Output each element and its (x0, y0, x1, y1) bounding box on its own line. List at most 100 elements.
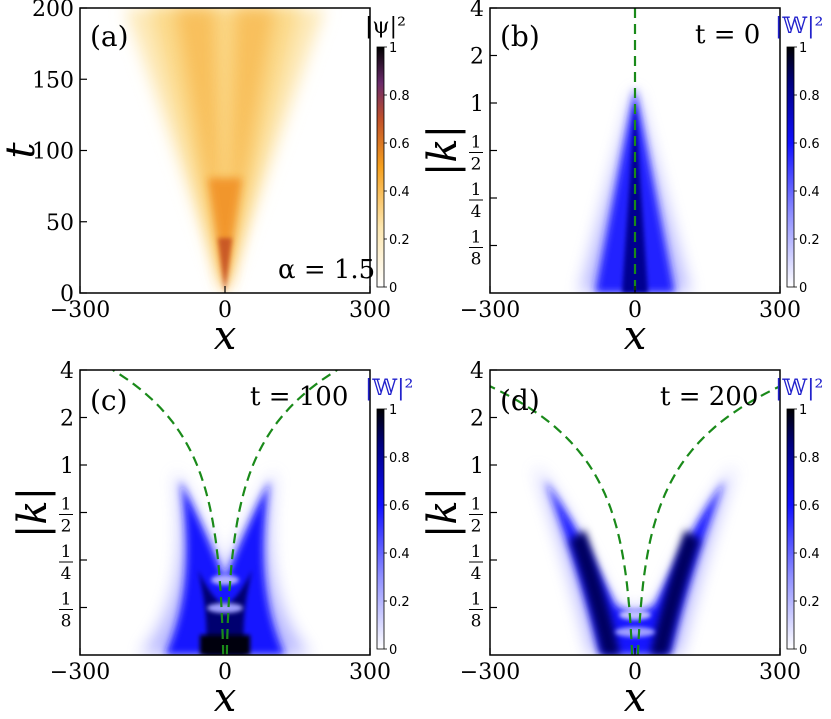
ytick-label-a: 100 (32, 140, 74, 165)
svg-text:1: 1 (471, 590, 482, 610)
colorbar-tick-c: 1 (389, 403, 397, 418)
xtick-label-a: 0 (218, 298, 232, 323)
ytick-label-a: 200 (32, 0, 74, 22)
ylabel-d: |k| (420, 487, 466, 538)
svg-text:1: 1 (471, 133, 482, 153)
colorbar-tick-a: 0.4 (389, 185, 410, 200)
colorbar-gradient-c (376, 408, 385, 650)
ytick-label-d: 18 (469, 590, 483, 632)
annotation-b: t = 0 (695, 20, 760, 50)
colorbar-b: 0 0.2 0.4 0.6 0.8 1 |𝕎|² (775, 14, 823, 296)
theory-curve-d (490, 385, 780, 655)
colorbar-label-a: |ψ|² (365, 14, 406, 39)
heatmap-a (80, 8, 370, 293)
colorbar-tick-b: 1 (799, 41, 807, 56)
heatmap-b (490, 8, 780, 293)
colorbar-tick-a: 0.6 (389, 137, 410, 152)
colorbar-tick-c: 0 (389, 643, 397, 658)
panel-label-d: (d) (500, 384, 540, 417)
theory-curve-c (112, 370, 338, 655)
annotation-a: α = 1.5 (278, 255, 375, 285)
xtick-label-d: −300 (460, 660, 520, 685)
svg-text:2: 2 (471, 155, 482, 175)
xtick-label-b: 0 (628, 298, 642, 323)
ytick-label-b: 2 (470, 45, 484, 70)
svg-text:2: 2 (471, 517, 482, 537)
ytick-label-b: 4 (470, 0, 484, 22)
colorbar-gradient-b (786, 46, 795, 288)
panel-label-b: (b) (500, 20, 540, 53)
colorbar-tick-d: 0.4 (799, 547, 820, 562)
xtick-label-b: 300 (759, 298, 801, 323)
colorbar-tick-b: 0.8 (799, 89, 820, 104)
svg-text:1: 1 (61, 542, 72, 562)
annotation-d: t = 200 (660, 382, 758, 412)
ytick-label-b: 18 (469, 228, 483, 270)
xlabel-d: x (624, 675, 647, 714)
xtick-label-d: 300 (759, 660, 801, 685)
colorbar-tick-b: 0 (799, 281, 807, 296)
xlabel-b: x (624, 313, 647, 359)
panel-label-c: (c) (90, 384, 128, 417)
colorbar-label-b: |𝕎|² (775, 14, 823, 39)
xlabel-c: x (214, 675, 237, 714)
xtick-label-a: −300 (50, 298, 110, 323)
ytick-label-c: 2 (60, 407, 74, 432)
svg-text:8: 8 (471, 612, 482, 632)
colorbar-gradient-a (376, 46, 385, 288)
ytick-label-c: 18 (59, 590, 73, 632)
svg-text:4: 4 (61, 564, 72, 584)
colorbar-tick-d: 1 (799, 403, 807, 418)
colorbar-tick-d: 0.6 (799, 499, 820, 514)
ytick-label-c: 1 (60, 454, 74, 479)
panel-label-a: (a) (90, 20, 129, 53)
svg-text:8: 8 (471, 250, 482, 270)
ytick-label-b: 14 (469, 180, 483, 222)
svg-text:1: 1 (61, 590, 72, 610)
svg-text:4: 4 (471, 564, 482, 584)
heatmap-d (490, 370, 780, 655)
colorbar-tick-a: 0.2 (389, 233, 410, 248)
svg-text:1: 1 (471, 180, 482, 200)
xtick-label-d: 0 (628, 660, 642, 685)
annotation-c: t = 100 (250, 382, 348, 412)
ytick-label-b: 12 (469, 133, 483, 175)
heatmap-c (80, 370, 370, 655)
ytick-label-c: 12 (59, 495, 73, 537)
svg-text:1: 1 (471, 495, 482, 515)
ylabel-b: |k| (420, 125, 466, 176)
ytick-label-a: 50 (46, 211, 74, 236)
svg-text:1: 1 (61, 495, 72, 515)
ytick-label-d: 14 (469, 542, 483, 584)
xtick-label-c: 300 (349, 660, 391, 685)
colorbar-tick-d: 0.2 (799, 595, 820, 610)
svg-text:2: 2 (61, 517, 72, 537)
colorbar-tick-c: 0.4 (389, 547, 410, 562)
colorbar-gradient-d (786, 408, 795, 650)
colorbar-tick-a: 0 (389, 281, 397, 296)
svg-text:1: 1 (471, 228, 482, 248)
colorbar-tick-a: 1 (389, 41, 397, 56)
colorbar-d: 0 0.2 0.4 0.6 0.8 1 |𝕎|² (775, 376, 823, 658)
ytick-label-a: 0 (60, 282, 74, 307)
ylabel-a: t (0, 142, 44, 159)
ytick-label-d: 1 (470, 454, 484, 479)
colorbar-tick-b: 0.6 (799, 137, 820, 152)
ytick-label-c: 4 (60, 359, 74, 384)
xtick-label-b: −300 (460, 298, 520, 323)
colorbar-label-d: |𝕎|² (775, 376, 823, 401)
colorbar-c: 0 0.2 0.4 0.6 0.8 1 |𝕎|² (365, 376, 413, 658)
svg-text:1: 1 (471, 542, 482, 562)
colorbar-a: 0 0.2 0.4 0.6 0.8 1 |ψ|² (365, 14, 410, 296)
colorbar-tick-d: 0.8 (799, 451, 820, 466)
ytick-label-a: 150 (32, 68, 74, 93)
colorbar-label-c: |𝕎|² (365, 376, 413, 401)
ytick-label-d: 4 (470, 359, 484, 384)
ytick-label-d: 12 (469, 495, 483, 537)
